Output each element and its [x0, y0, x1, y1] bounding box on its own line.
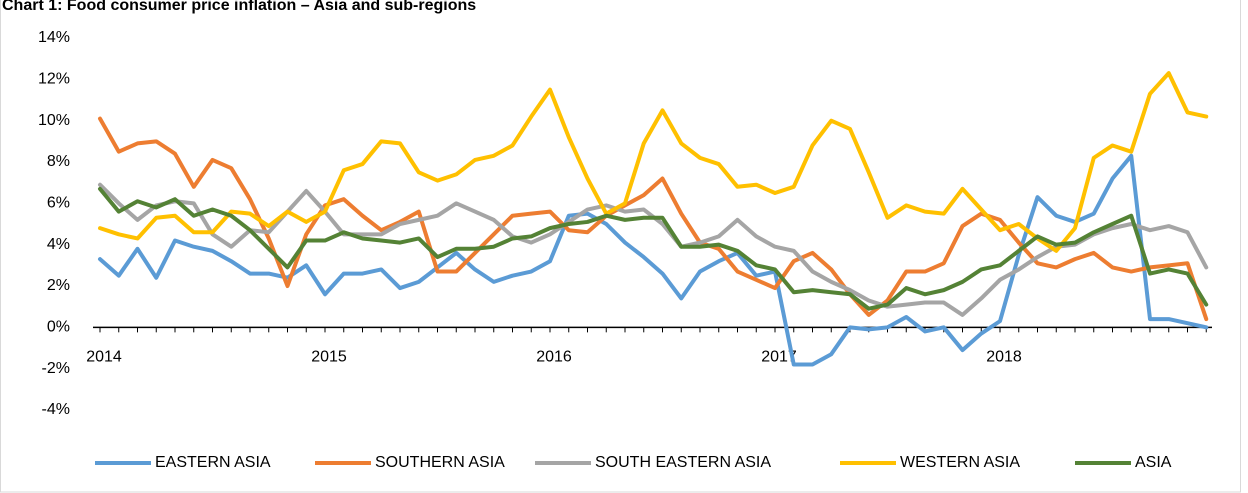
y-tick-label: 2% — [47, 277, 70, 294]
x-tick-label: 2015 — [311, 349, 347, 366]
y-tick-label: 0% — [47, 319, 70, 336]
y-tick-label: 4% — [47, 236, 70, 253]
legend-label: SOUTH EASTERN ASIA — [595, 454, 771, 471]
legend-label: ASIA — [1135, 454, 1172, 471]
x-tick-label: 2018 — [986, 349, 1022, 366]
y-tick-label: 14% — [38, 29, 70, 46]
legend-label: SOUTHERN ASIA — [375, 454, 505, 471]
x-tick-label: 2014 — [86, 349, 122, 366]
series-line — [98, 71, 1209, 253]
series-line — [98, 186, 1209, 311]
y-tick-label: -4% — [42, 401, 70, 418]
y-tick-label: 8% — [47, 153, 70, 170]
chart-title: Chart 1: Food consumer price inflation –… — [2, 0, 476, 14]
y-tick-label: 12% — [38, 71, 70, 88]
legend-label: WESTERN ASIA — [900, 454, 1020, 471]
y-tick-label: 6% — [47, 195, 70, 212]
y-tick-label: 10% — [38, 112, 70, 129]
y-tick-label: -2% — [42, 360, 70, 377]
x-tick-label: 2017 — [761, 349, 797, 366]
x-tick-label: 2016 — [536, 349, 572, 366]
legend-label: EASTERN ASIA — [155, 454, 271, 471]
